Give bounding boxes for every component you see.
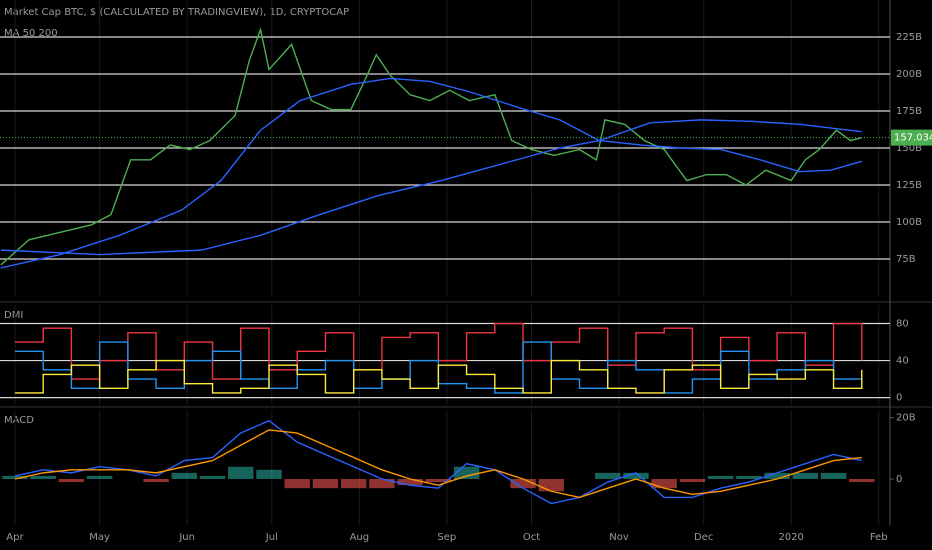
histogram-bar <box>820 472 847 479</box>
histogram-bar <box>256 469 282 479</box>
y-tick-label: 150B <box>896 143 922 154</box>
y-tick-label: 125B <box>896 180 922 191</box>
series-line <box>0 77 862 269</box>
histogram-bar <box>679 479 706 483</box>
x-tick-label: Dec <box>694 532 713 543</box>
histogram-bar <box>171 472 198 479</box>
histogram-bar <box>764 472 790 479</box>
histogram-bar <box>86 475 113 479</box>
series-line <box>14 429 862 499</box>
panel-title: DMI <box>4 310 23 321</box>
histogram-bar <box>792 472 819 479</box>
chart-title: Market Cap BTC, $ (CALCULATED BY TRADING… <box>4 7 349 18</box>
histogram-bar <box>623 472 649 479</box>
histogram-bar <box>312 479 339 489</box>
y-tick-label: 40 <box>896 356 909 367</box>
x-tick-label: Oct <box>523 532 540 543</box>
histogram-bar <box>651 479 677 489</box>
histogram-bar <box>340 479 367 489</box>
x-tick-label: Sep <box>437 532 456 543</box>
histogram-bar <box>510 479 536 489</box>
x-tick-label: Jul <box>265 532 278 543</box>
histogram-bar <box>2 475 28 479</box>
x-tick-label: May <box>89 532 110 543</box>
histogram-bar <box>736 475 762 479</box>
histogram-bar <box>595 472 621 479</box>
x-tick-label: 2020 <box>778 532 803 543</box>
y-tick-label: 175B <box>896 106 922 117</box>
histogram-bar <box>228 466 254 479</box>
y-tick-label: 225B <box>896 32 922 43</box>
histogram-bar <box>453 466 480 479</box>
series-line <box>0 119 862 256</box>
indicator-legend: MA 50 200 <box>4 28 58 39</box>
y-tick-label: 20B <box>896 413 916 424</box>
y-tick-label: 200B <box>896 69 922 80</box>
y-tick-label: 0 <box>896 393 902 404</box>
series-line <box>0 27 862 266</box>
last-value-box <box>891 129 932 146</box>
histogram-bar <box>143 479 169 483</box>
histogram-bar <box>397 479 423 486</box>
x-tick-label: Feb <box>870 532 888 543</box>
histogram-bar <box>707 475 734 479</box>
histogram-bar <box>425 479 452 483</box>
y-tick-label: 100B <box>896 217 922 228</box>
y-tick-label: 75B <box>896 254 916 265</box>
series-line <box>14 359 863 394</box>
histogram-bar <box>369 479 395 489</box>
histogram-bar <box>30 475 56 479</box>
panel-title: MACD <box>4 415 34 426</box>
x-tick-label: Aug <box>350 532 370 543</box>
histogram-bar <box>199 475 226 479</box>
x-tick-label: Jun <box>178 532 195 543</box>
histogram-bar <box>849 479 875 483</box>
x-tick-label: Apr <box>6 532 24 543</box>
x-tick-label: Nov <box>609 532 629 543</box>
y-tick-label: 0 <box>896 474 902 485</box>
histogram-bar <box>58 479 85 483</box>
histogram-bar <box>538 479 564 492</box>
series-line <box>14 419 862 505</box>
last-value-label: 157.034B <box>894 133 932 144</box>
y-tick-label: 80 <box>896 319 909 330</box>
histogram-bar <box>284 479 310 489</box>
